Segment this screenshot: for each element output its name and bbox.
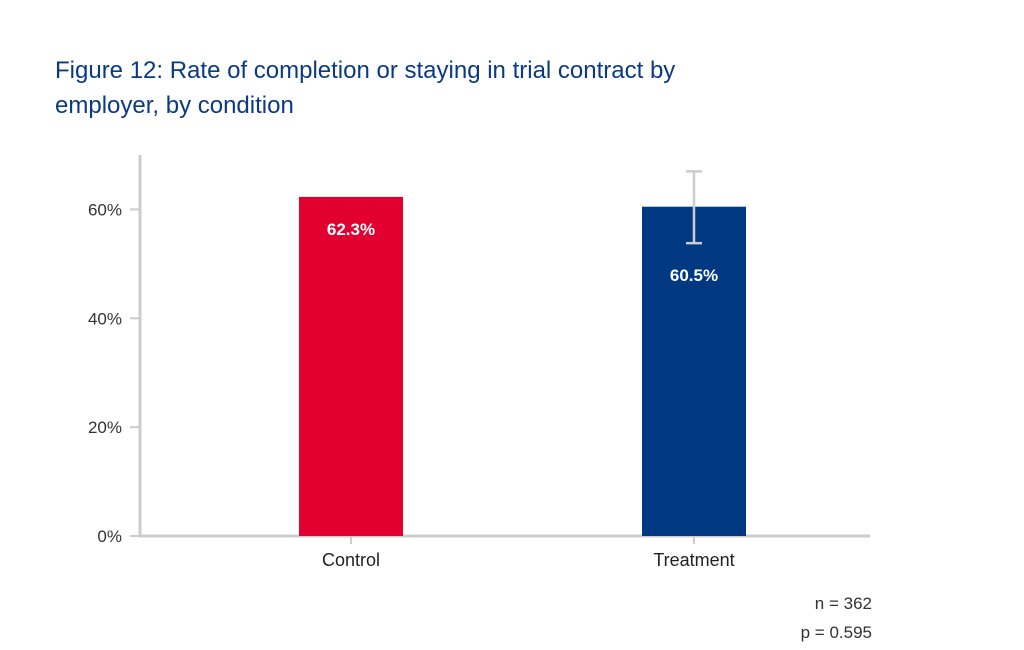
data-labels: 62.3% 60.5% [327,220,718,285]
chart-title: Figure 12: Rate of completion or staying… [55,57,675,119]
data-label-control: 62.3% [327,220,375,239]
p-value-note: p = 0.595 [801,623,872,642]
category-label-control: Control [322,550,380,570]
y-tick-label: 0% [97,527,122,546]
bar-control [299,196,403,536]
y-tick-label: 60% [88,200,122,219]
chart-axes [138,155,870,538]
y-tick-label: 20% [88,418,122,437]
chart-title-line-1: Figure 12: Rate of completion or staying… [55,57,675,84]
sample-size-note: n = 362 [815,594,872,613]
y-tick-label: 40% [88,309,122,328]
y-axis-ticks: 0% 20% 40% 60% [88,200,140,546]
chart-title-line-2: employer, by condition [55,92,294,119]
chart-notes: n = 362 p = 0.595 [801,594,872,642]
category-label-treatment: Treatment [653,550,734,570]
data-label-treatment: 60.5% [670,266,718,285]
bars [299,196,746,536]
category-labels: Control Treatment [322,536,735,570]
error-bars [686,170,702,245]
bar-treatment [642,206,746,536]
